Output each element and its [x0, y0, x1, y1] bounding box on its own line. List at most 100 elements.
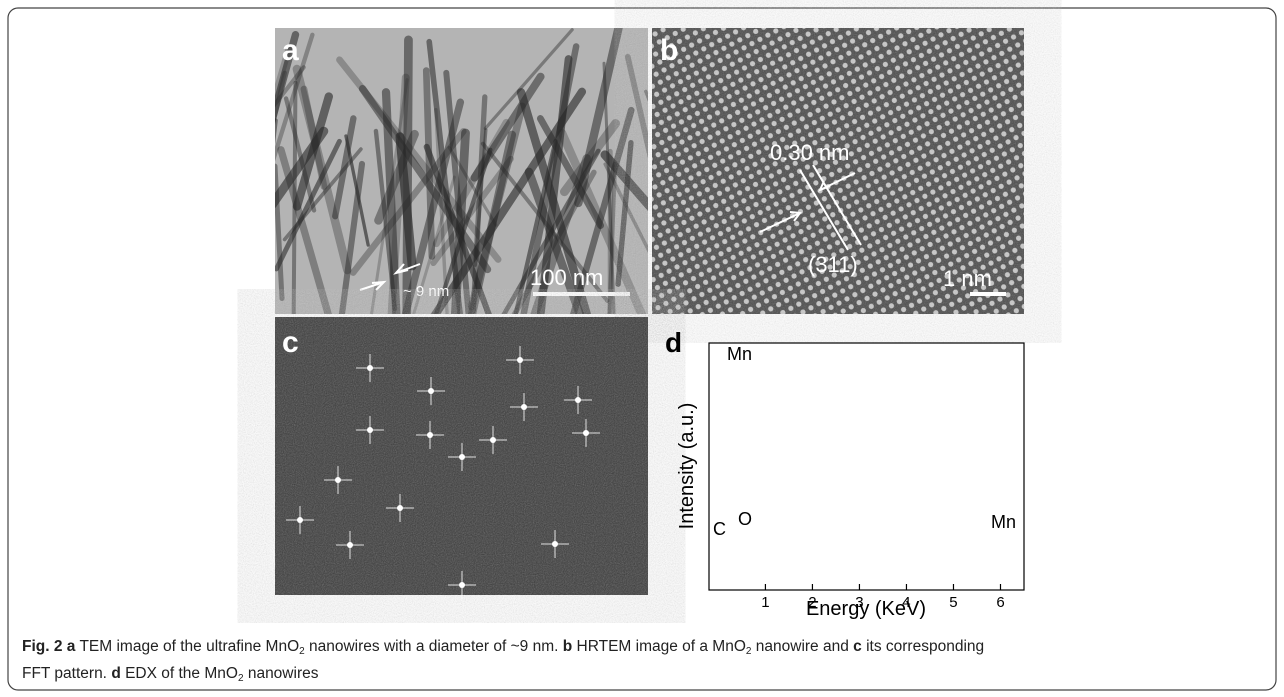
plane-label: (311): [808, 252, 858, 277]
caption-text: 2: [299, 646, 305, 657]
lattice-lines: [799, 164, 862, 251]
wire: [336, 56, 502, 263]
caption-text: 2: [745, 646, 752, 657]
frame: [7, 7, 1277, 691]
caption: Fig. 2 a TEM image of the ultrafine MnO2…: [22, 636, 1267, 690]
spot-core: [367, 365, 373, 371]
wire: [516, 88, 592, 314]
panel-label: b: [660, 34, 678, 67]
panel-b: b 0.30 nm (311) 1 nm: [652, 28, 1024, 314]
caption-text: nanowires with a diameter of ~9 nm.: [304, 638, 563, 655]
plot-box: [708, 342, 1025, 591]
wire: [344, 134, 370, 247]
caption-text: HRTEM image of a MnO: [572, 638, 746, 655]
wire: [434, 107, 449, 314]
spot-core: [335, 477, 341, 483]
wire: [607, 162, 618, 314]
scale-bar: [533, 292, 630, 296]
wire: [275, 138, 342, 272]
caption-text: its corresponding: [861, 638, 985, 655]
wire: [275, 163, 285, 302]
wire: [381, 88, 401, 314]
wire: [423, 143, 492, 314]
wire: [443, 69, 472, 314]
spot-core: [490, 437, 496, 443]
wire: [467, 102, 526, 311]
spot-core: [297, 517, 303, 523]
wire: [277, 146, 332, 314]
panel-d: d Energy (KeV) Intensity (a.u.) 1 2 3 4 5 6 Mn…: [665, 327, 1025, 620]
x-tick-label: 2: [808, 594, 816, 611]
caption-text: Fig. 2: [22, 638, 63, 655]
x-tick-label: 4: [902, 594, 910, 611]
x-tick-label: 3: [855, 594, 863, 611]
wire: [283, 96, 317, 213]
spot-core: [552, 541, 558, 547]
peak-label: C: [713, 519, 726, 539]
caption-text: b: [562, 638, 573, 655]
wire: [292, 64, 352, 275]
spot-core: [427, 432, 433, 438]
wire: [373, 128, 398, 311]
wire: [603, 162, 648, 254]
panel-a: a ~ 9 nm 100 nm: [275, 28, 648, 314]
caption-text: FFT pattern.: [22, 665, 112, 682]
wire: [338, 160, 366, 314]
x-axis-label: Energy (KeV): [806, 598, 926, 620]
wire: [275, 32, 315, 162]
x-tick-label: 6: [996, 594, 1004, 611]
spot-core: [347, 542, 353, 548]
wire: [615, 140, 634, 287]
wire: [370, 78, 409, 314]
fft-spots: [286, 346, 600, 599]
spot-core: [583, 430, 589, 436]
scale-bar: [970, 292, 1006, 296]
spot-core: [459, 582, 465, 588]
wire: [447, 145, 498, 227]
wire: [387, 73, 410, 314]
wire: [570, 106, 635, 314]
caption-line: Fig. 2 a TEM image of the ultrafine MnO2…: [22, 636, 1267, 663]
wire: [275, 126, 329, 208]
diameter-label: ~ 9 nm: [403, 283, 449, 300]
arrows: [759, 172, 856, 233]
wire: [473, 128, 488, 267]
y-axis-label: Intensity (a.u.): [676, 403, 698, 530]
wire: [358, 85, 492, 274]
caption-line: FFT pattern. d EDX of the MnO2 nanowires: [22, 663, 1267, 690]
spot-core: [521, 404, 527, 410]
caption-text: EDX of the MnO: [120, 665, 238, 682]
caption-text: a: [66, 638, 76, 655]
caption-text: nanowire and: [751, 638, 854, 655]
spacing-label: 0.30 nm: [770, 140, 850, 165]
spot-core: [397, 505, 403, 511]
caption-text: TEM image of the ultrafine MnO: [75, 638, 300, 655]
wire: [600, 150, 648, 212]
caption-text: nanowires: [243, 665, 319, 682]
spot-core: [575, 397, 581, 403]
scale-label: 100 nm: [530, 265, 603, 290]
panel-label: c: [282, 326, 299, 359]
wire: [402, 35, 413, 314]
scale-label: 1 nm: [943, 266, 992, 291]
wire: [483, 28, 574, 130]
wire: [602, 61, 616, 314]
wire: [624, 53, 648, 159]
wire: [501, 148, 601, 314]
wire: [433, 147, 493, 314]
spot-core: [367, 427, 373, 433]
spot-core: [517, 357, 523, 363]
peak-label: Mn: [991, 512, 1016, 532]
wire: [332, 115, 357, 220]
wire: [530, 154, 591, 314]
panel-label: a: [282, 34, 299, 67]
panel-c: c: [275, 317, 648, 599]
arrows: [359, 263, 421, 291]
panel-label: d: [665, 327, 682, 358]
wire: [275, 30, 300, 124]
wire: [536, 55, 573, 314]
wire: [275, 118, 278, 145]
peak-label: O: [738, 509, 752, 529]
